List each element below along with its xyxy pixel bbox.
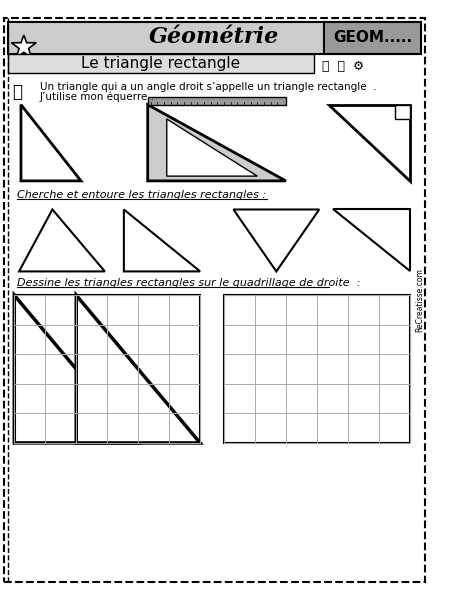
FancyBboxPatch shape	[4, 18, 425, 582]
Text: ReCreatisse.com: ReCreatisse.com	[415, 268, 424, 332]
FancyBboxPatch shape	[324, 22, 421, 54]
Text: Un triangle qui a un angle droit s’appelle un triangle rectangle  .: Un triangle qui a un angle droit s’appel…	[40, 82, 377, 92]
Polygon shape	[14, 295, 138, 443]
Polygon shape	[19, 209, 105, 271]
FancyBboxPatch shape	[224, 295, 410, 443]
FancyBboxPatch shape	[14, 295, 200, 443]
Text: Cherche et entoure les triangles rectangles :: Cherche et entoure les triangles rectang…	[17, 190, 266, 200]
Text: 🧠: 🧠	[12, 83, 22, 101]
Polygon shape	[11, 35, 36, 58]
Polygon shape	[21, 104, 81, 181]
Polygon shape	[329, 104, 410, 181]
Text: Dessine les triangles rectangles sur le quadrillage de droite  :: Dessine les triangles rectangles sur le …	[17, 278, 360, 288]
Text: 👁  🤚  ⚙: 👁 🤚 ⚙	[322, 60, 364, 73]
FancyBboxPatch shape	[8, 22, 421, 54]
FancyBboxPatch shape	[8, 54, 315, 73]
Polygon shape	[167, 119, 257, 176]
Polygon shape	[234, 209, 319, 271]
Text: J’utilise mon équerre .: J’utilise mon équerre .	[40, 92, 155, 102]
Polygon shape	[124, 209, 200, 271]
Polygon shape	[148, 104, 286, 181]
Text: Géométrie: Géométrie	[149, 26, 279, 48]
Polygon shape	[76, 295, 200, 443]
Text: Le triangle rectangle: Le triangle rectangle	[81, 56, 241, 71]
FancyBboxPatch shape	[148, 97, 286, 104]
Text: GEOM.....: GEOM.....	[333, 29, 412, 44]
FancyBboxPatch shape	[396, 104, 410, 119]
Polygon shape	[333, 209, 410, 271]
